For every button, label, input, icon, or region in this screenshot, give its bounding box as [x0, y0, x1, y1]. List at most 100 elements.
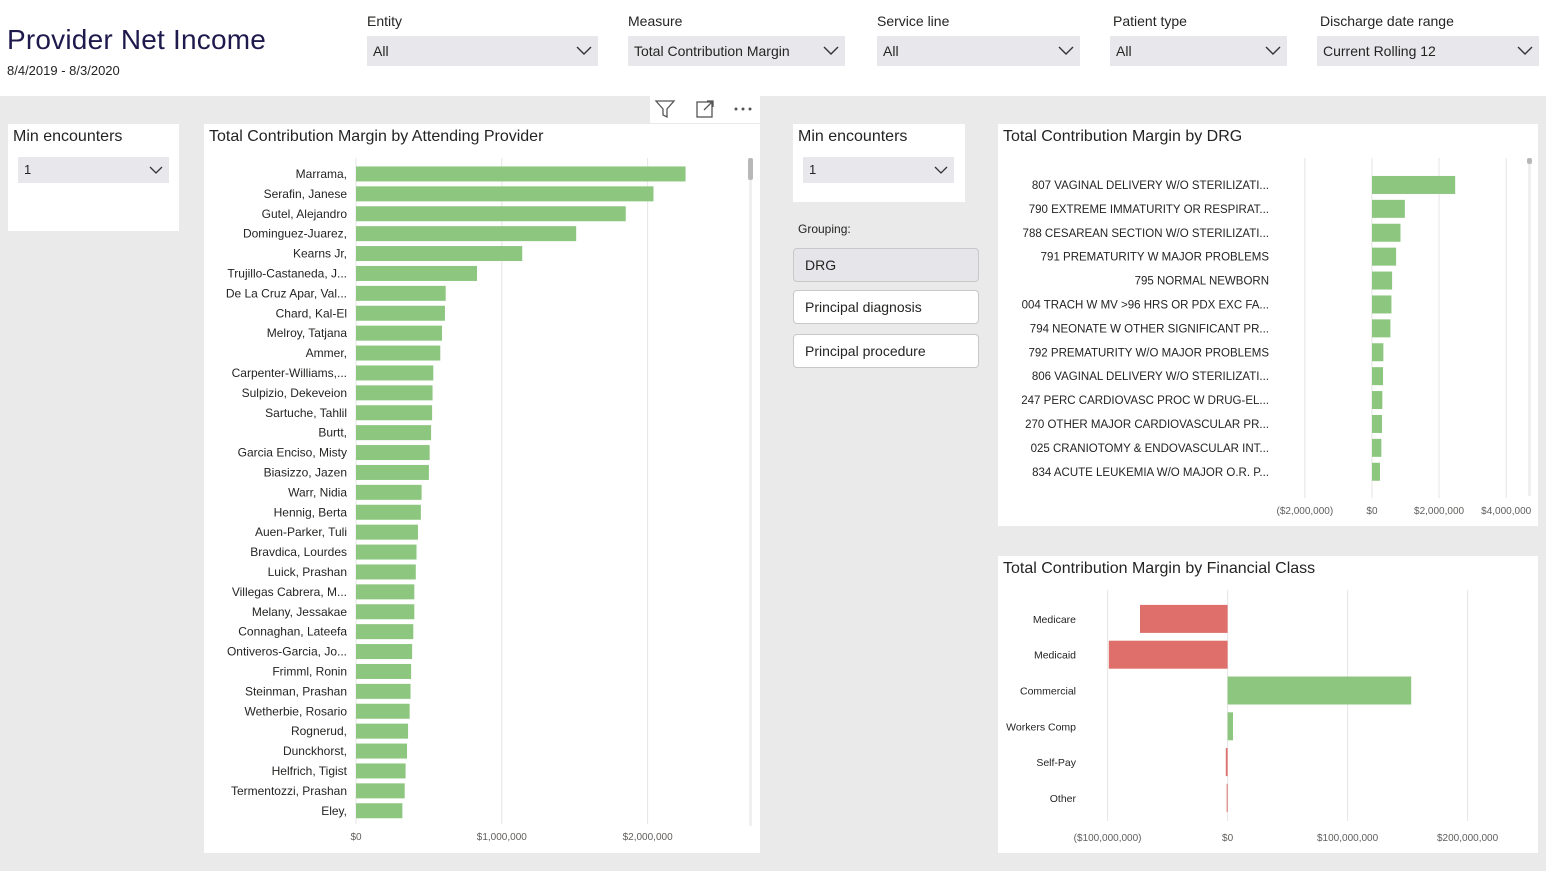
bar [1225, 748, 1228, 777]
bar [1371, 295, 1392, 314]
scrollbar-track [1528, 158, 1531, 496]
min-encounters-dropdown[interactable]: 1 [18, 157, 169, 183]
patient-type-slicer: Patient type All [1110, 12, 1287, 66]
chevron-down-icon [149, 166, 163, 174]
category-label: Eley, [321, 804, 347, 818]
provider-bar-chart: $0 $1,000,000 $2,000,000 Marrama, Serafin, J… [226, 158, 753, 843]
category-label: Wetherbie, Rosario [245, 704, 348, 718]
category-label: Connaghan, Lateefa [238, 625, 347, 639]
x-tick-label: $200,000,000 [1437, 833, 1499, 844]
category-label: 807 VAGINAL DELIVERY W/O STERILIZATI... [1032, 180, 1269, 192]
bar [356, 206, 626, 222]
grouping-option-principal-diagnosis[interactable]: Principal diagnosis [793, 290, 979, 324]
category-label: Dunckhorst, [283, 744, 347, 758]
x-tick-label: $2,000,000 [1414, 506, 1464, 517]
bar [356, 484, 422, 500]
chevron-down-icon [823, 46, 839, 55]
bar [356, 464, 429, 480]
bar [356, 385, 433, 401]
min-encounters-value: 1 [24, 162, 32, 177]
bar [1227, 676, 1412, 705]
bar [356, 703, 410, 719]
bar [356, 166, 686, 182]
bar [356, 345, 441, 361]
category-label: Garcia Enciso, Misty [238, 446, 347, 460]
provider-chart-title: Total Contribution Margin by Attending P… [209, 128, 544, 145]
measure-value: Total Contribution Margin [634, 43, 790, 59]
chevron-down-icon [1517, 46, 1533, 55]
bar [356, 644, 413, 660]
x-tick-label: $1,000,000 [477, 832, 527, 843]
bar [356, 285, 446, 301]
category-label: Ontiveros-Garcia, Jo... [227, 645, 347, 659]
patient-type-dropdown[interactable]: All [1110, 36, 1287, 66]
measure-slicer: Measure Total Contribution Margin [628, 12, 845, 66]
chevron-down-icon [1265, 46, 1281, 55]
drg-bar-chart: ($2,000,000) $0 $2,000,000 $4,000,000 807 VA… [1021, 158, 1532, 517]
visual-header-toolbar [650, 95, 760, 123]
bar [356, 504, 421, 520]
scrollbar-track [749, 158, 752, 826]
category-label: Auen-Parker, Tuli [255, 525, 347, 539]
bar [1371, 438, 1382, 457]
min-encounters-card-left: Min encounters 1 [8, 124, 179, 231]
filter-icon[interactable] [654, 98, 676, 120]
focus-mode-icon[interactable] [694, 98, 716, 120]
x-tick-label: $4,000,000 [1481, 506, 1531, 517]
discharge-date-dropdown[interactable]: Current Rolling 12 [1317, 36, 1539, 66]
bar [1371, 462, 1381, 481]
scrollbar-thumb [1527, 158, 1532, 164]
bar [356, 405, 433, 421]
service-line-label: Service line [877, 13, 950, 29]
entity-dropdown[interactable]: All [367, 36, 598, 66]
service-line-slicer: Service line All [877, 12, 1080, 66]
category-label: Helfrich, Tigist [272, 764, 348, 778]
category-label: Commercial [1020, 686, 1076, 698]
drg-chart-card: Total Contribution Margin by DRG ($2,000… [998, 124, 1538, 526]
category-label: Other [1050, 793, 1077, 805]
category-label: Marrama, [296, 167, 347, 181]
bar [356, 803, 403, 819]
bar [356, 783, 405, 799]
financial-class-chart-card: Total Contribution Margin by Financial C… [998, 556, 1538, 853]
service-line-dropdown[interactable]: All [877, 36, 1080, 66]
discharge-date-value: Current Rolling 12 [1323, 43, 1436, 59]
category-label: Medicare [1033, 614, 1076, 626]
x-tick-label: $2,000,000 [623, 832, 673, 843]
category-label: Termentozzi, Prashan [231, 784, 347, 798]
grouping-option-principal-procedure[interactable]: Principal procedure [793, 334, 979, 368]
bar [1140, 604, 1228, 633]
bar [1371, 367, 1384, 386]
bar [1371, 175, 1456, 194]
service-line-value: All [883, 43, 899, 59]
bar [1227, 712, 1233, 741]
min-encounters-dropdown[interactable]: 1 [803, 157, 954, 183]
category-label: Warr, Nidia [288, 485, 347, 499]
bar [1371, 223, 1401, 242]
bar [1226, 783, 1228, 812]
x-tick-label: $100,000,000 [1317, 833, 1379, 844]
category-label: 790 EXTREME IMMATURITY OR RESPIRAT... [1029, 204, 1269, 216]
x-tick-label: $0 [1366, 506, 1378, 517]
chevron-down-icon [1058, 46, 1074, 55]
financial-class-chart-title: Total Contribution Margin by Financial C… [1003, 560, 1316, 577]
bar [356, 544, 417, 560]
bar [356, 584, 415, 600]
grouping-option-drg[interactable]: DRG [793, 248, 979, 282]
category-label: Trujillo-Castaneda, J... [227, 266, 347, 280]
bar [356, 683, 411, 699]
provider-chart-card: Total Contribution Margin by Attending P… [204, 124, 760, 853]
bar [356, 445, 430, 461]
measure-dropdown[interactable]: Total Contribution Margin [628, 36, 845, 66]
measure-label: Measure [628, 13, 683, 29]
more-options-icon[interactable] [732, 98, 754, 120]
x-tick-label: ($2,000,000) [1276, 506, 1333, 517]
bar [356, 365, 434, 381]
grouping-label: Grouping: [798, 222, 851, 236]
min-encounters-card-right: Min encounters 1 [793, 124, 965, 202]
category-label: Gutel, Alejandro [262, 207, 348, 221]
category-label: Medicaid [1034, 650, 1076, 662]
category-label: 791 PREMATURITY W MAJOR PROBLEMS [1041, 252, 1270, 264]
category-label: 247 PERC CARDIOVASC PROC W DRUG-EL... [1021, 395, 1269, 407]
category-label: Villegas Cabrera, M... [232, 585, 347, 599]
